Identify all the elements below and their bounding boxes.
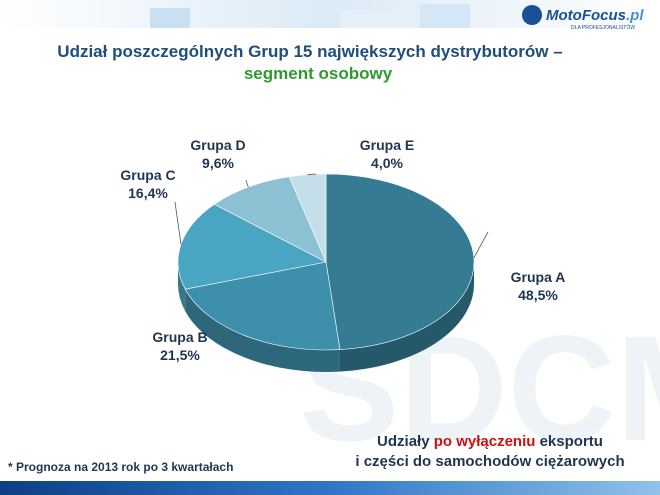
slice-value-label: 48,5% — [518, 287, 558, 303]
slice-side — [178, 262, 186, 312]
slice-label: Grupa B — [152, 329, 207, 345]
slice-label: Grupa A — [511, 269, 566, 285]
annotation-part: eksportu — [540, 433, 603, 450]
leader-line — [245, 179, 249, 188]
slice-side — [339, 262, 474, 372]
logo-tagline: DLA PROFESJONALISTÓW — [571, 24, 635, 31]
annotation: Udziały po wyłączeniu eksportu — [377, 433, 603, 450]
logo: MotoFocus.pl — [546, 7, 644, 24]
header-deco — [340, 10, 410, 28]
slice-label: Grupa E — [360, 137, 414, 153]
slice-value-label: 21,5% — [160, 347, 200, 363]
footnote: * Prognoza na 2013 rok po 3 kwartałach — [8, 460, 233, 474]
slice-value-label: 9,6% — [202, 155, 234, 171]
slice-value-label: 16,4% — [128, 185, 168, 201]
slice-side — [185, 289, 340, 372]
slice-label: Grupa C — [120, 167, 175, 183]
annotation-highlight: po wyłączeniu — [434, 433, 536, 450]
header-deco — [420, 4, 470, 28]
leader-line — [473, 231, 489, 259]
leader-line — [207, 329, 245, 347]
leader-line — [174, 201, 182, 245]
annotation-part: Udziały — [377, 433, 430, 450]
slice — [325, 173, 475, 350]
logo-text: MotoFocus — [546, 7, 626, 24]
chart-title: Udział poszczególnych Grup 15 największy… — [57, 42, 562, 61]
logo-mark — [522, 5, 542, 25]
annotation: i części do samochodów ciężarowych — [355, 453, 624, 470]
logo-suffix: .pl — [626, 7, 644, 24]
leader-line — [307, 173, 317, 176]
footer-bar — [0, 481, 660, 495]
chart-subtitle: segment osobowy — [244, 64, 393, 83]
slice-value-label: 4,0% — [371, 155, 403, 171]
header-deco — [150, 8, 190, 28]
slice — [184, 261, 341, 351]
slice-label: Grupa D — [190, 137, 245, 153]
pie: Grupa A 48,5% Grupa B 21,5% Grupa C 16,4% Grup… — [120, 137, 565, 372]
header-strip — [0, 0, 660, 28]
